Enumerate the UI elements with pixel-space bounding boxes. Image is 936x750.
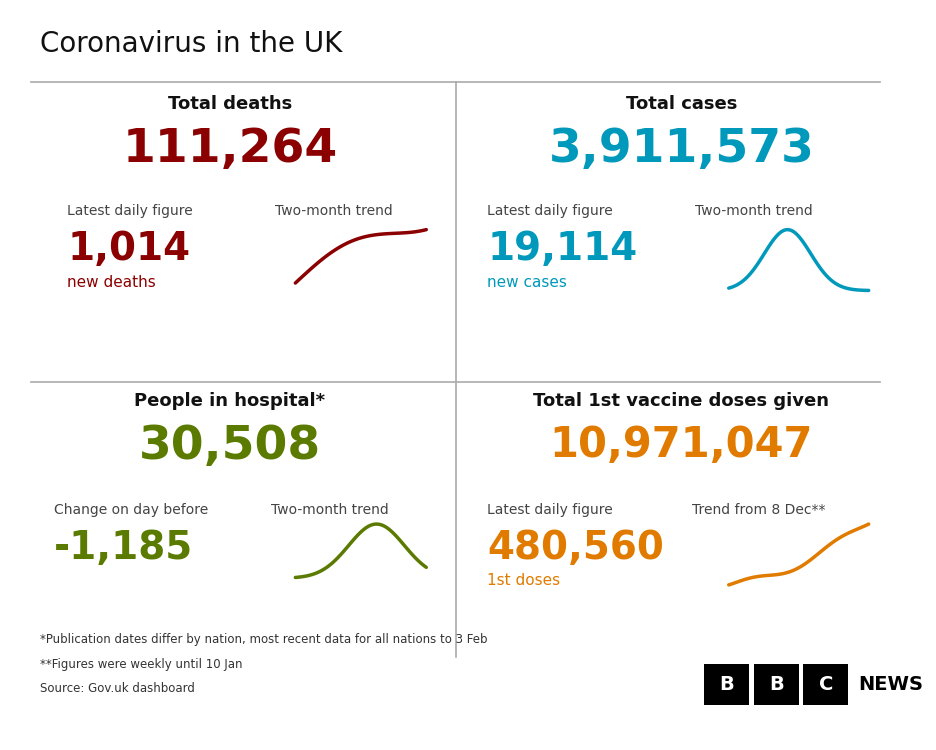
Text: Total deaths: Total deaths	[168, 94, 292, 112]
Text: Change on day before: Change on day before	[53, 503, 208, 517]
Text: 30,508: 30,508	[139, 424, 321, 469]
Text: People in hospital*: People in hospital*	[134, 392, 325, 410]
Text: **Figures were weekly until 10 Jan: **Figures were weekly until 10 Jan	[40, 658, 242, 670]
Text: Two-month trend: Two-month trend	[275, 205, 392, 218]
Text: *Publication dates differ by nation, most recent data for all nations to 3 Feb: *Publication dates differ by nation, mos…	[40, 633, 488, 646]
Text: Two-month trend: Two-month trend	[271, 503, 388, 517]
Text: B: B	[718, 675, 733, 694]
FancyBboxPatch shape	[802, 664, 847, 705]
Text: 1,014: 1,014	[67, 230, 190, 268]
Text: Trend from 8 Dec**: Trend from 8 Dec**	[692, 503, 825, 517]
Text: 19,114: 19,114	[487, 230, 636, 268]
Text: Latest daily figure: Latest daily figure	[487, 205, 612, 218]
Text: Latest daily figure: Latest daily figure	[67, 205, 193, 218]
Text: Total 1st vaccine doses given: Total 1st vaccine doses given	[533, 392, 828, 410]
Text: -1,185: -1,185	[53, 529, 193, 566]
Text: 1st doses: 1st doses	[487, 573, 560, 588]
Text: Two-month trend: Two-month trend	[695, 205, 812, 218]
Text: Total cases: Total cases	[625, 94, 737, 112]
Text: B: B	[768, 675, 782, 694]
Text: Latest daily figure: Latest daily figure	[487, 503, 612, 517]
Text: NEWS: NEWS	[857, 675, 922, 694]
Text: 3,911,573: 3,911,573	[548, 127, 813, 172]
Text: 111,264: 111,264	[122, 127, 337, 172]
Text: Coronavirus in the UK: Coronavirus in the UK	[40, 30, 343, 58]
FancyBboxPatch shape	[753, 664, 797, 705]
Text: 10,971,047: 10,971,047	[549, 424, 812, 466]
Text: C: C	[818, 675, 832, 694]
FancyBboxPatch shape	[703, 664, 748, 705]
Text: new cases: new cases	[487, 275, 566, 290]
Text: new deaths: new deaths	[67, 275, 156, 290]
Text: Source: Gov.uk dashboard: Source: Gov.uk dashboard	[40, 682, 195, 695]
Text: 480,560: 480,560	[487, 529, 664, 566]
